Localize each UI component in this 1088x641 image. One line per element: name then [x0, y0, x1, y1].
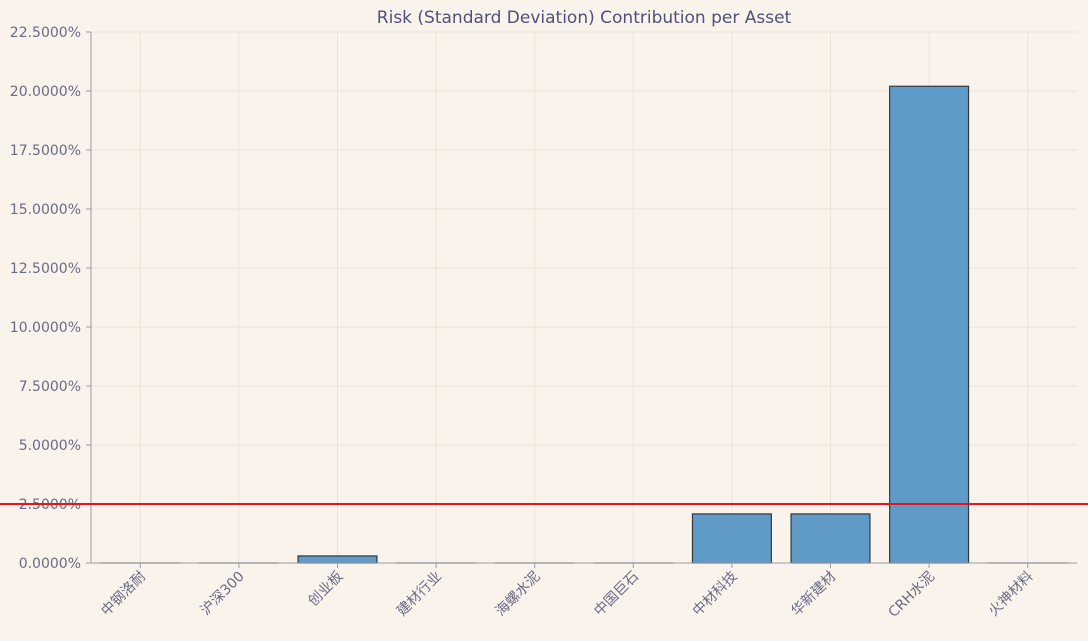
bar-8 [889, 85, 970, 564]
bar-6 [691, 513, 772, 564]
x-tick-label: 海螺水泥 [493, 569, 544, 620]
y-tick-label: 17.5000% [10, 143, 81, 159]
y-tick-label: 0.0000% [19, 556, 81, 572]
y-tick-label: 22.5000% [10, 25, 81, 41]
x-tick-label: CRH水泥 [886, 569, 938, 621]
x-tick-label: 火神材料 [986, 569, 1037, 620]
x-tick-label: 中材科技 [690, 569, 741, 620]
y-tick-label: 7.5000% [19, 379, 81, 395]
bar-7 [790, 513, 871, 564]
x-tick-label: 中国巨石 [591, 569, 642, 620]
y-tick-label: 20.0000% [10, 84, 81, 100]
grid [91, 31, 1077, 564]
bar-2 [297, 555, 378, 564]
x-tick-label: 建材行业 [394, 569, 445, 620]
y-tick-label: 12.5000% [10, 261, 81, 277]
x-tick-label: 创业板 [305, 569, 346, 610]
y-tick-label: 10.0000% [10, 320, 81, 336]
x-tick-label: 中钢洛耐 [98, 569, 149, 620]
chart-title: Risk (Standard Deviation) Contribution p… [377, 8, 792, 28]
bars [100, 85, 1068, 564]
x-tick-label: 华新建材 [788, 569, 839, 620]
x-tick-label: 沪深300 [198, 569, 248, 619]
y-tick-label: 15.0000% [10, 202, 81, 218]
y-tick-label: 5.0000% [19, 438, 81, 454]
